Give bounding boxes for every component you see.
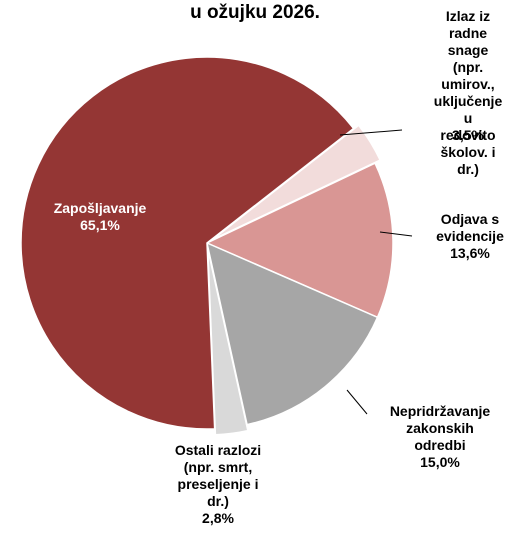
pie-slice [207, 248, 249, 436]
slice-label: Odjava s evidencije [436, 211, 504, 244]
value-label: 3,5% [452, 127, 484, 143]
pie-slice [211, 124, 382, 241]
pie-slice [20, 56, 355, 430]
slice-label: Izlaz iz radne snage (npr. umirov., uklj… [433, 8, 503, 177]
chart-title: u ožujku 2026. [190, 2, 320, 23]
pie-slice [205, 162, 394, 319]
value-label: 2,8% [202, 510, 234, 526]
pie-slice [205, 241, 379, 426]
leader-line [379, 231, 413, 237]
leader-line [339, 129, 403, 136]
leader-line [346, 389, 368, 415]
value-label: 15,0% [420, 454, 460, 470]
value-label: 65,1% [80, 217, 120, 233]
slice-label: Zapošljavanje [53, 200, 147, 216]
value-label: 13,6% [450, 245, 490, 261]
slice-label: Ostali razlozi (npr. smrt, preseljenje i… [174, 442, 262, 509]
slice-label: Nepridržavanje zakonskih odredbi [389, 403, 491, 453]
